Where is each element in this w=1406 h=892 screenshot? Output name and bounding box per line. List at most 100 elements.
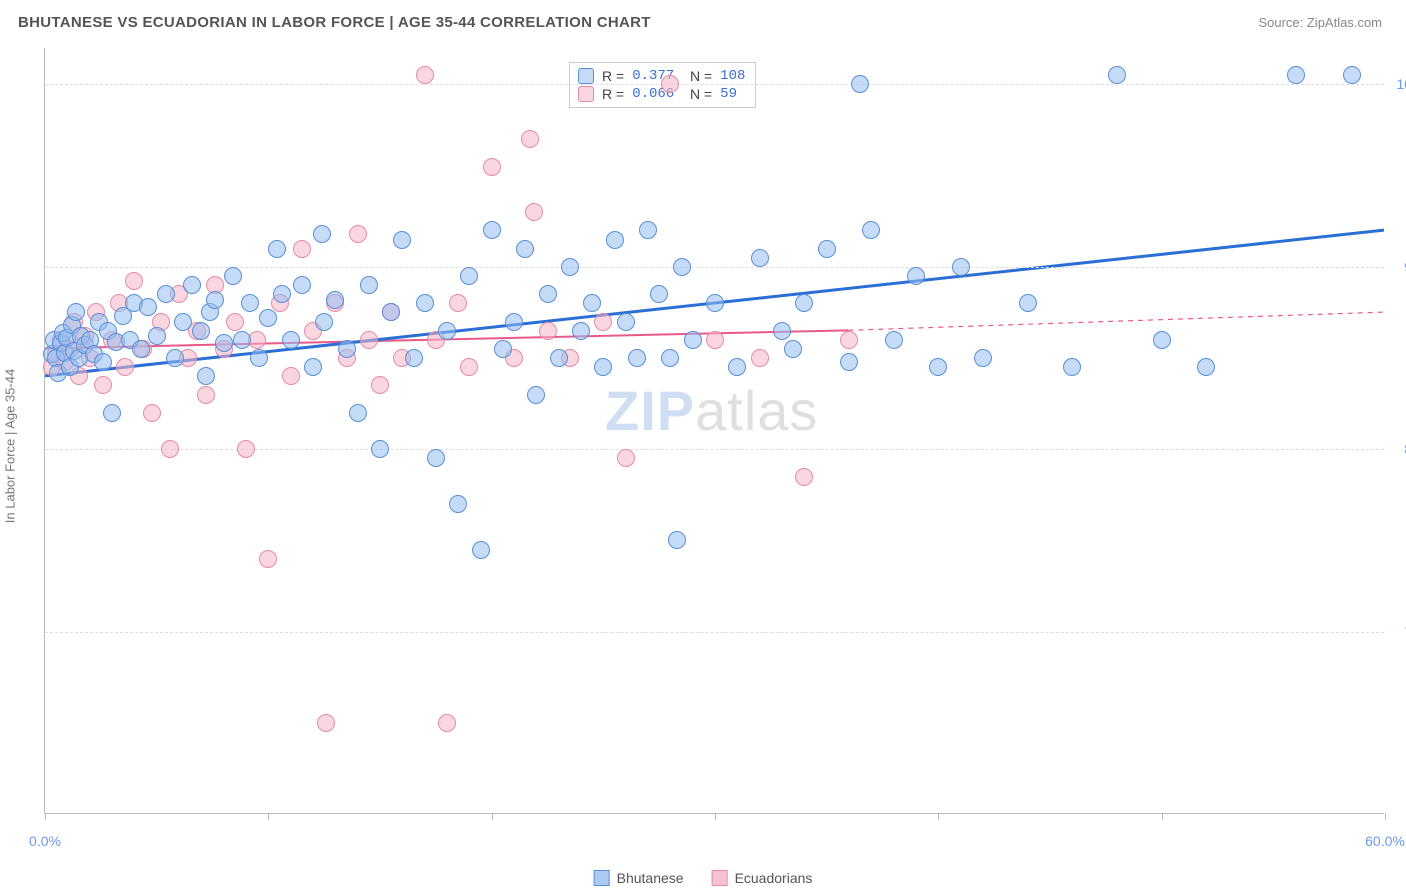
data-point [851, 75, 869, 93]
data-point [192, 322, 210, 340]
data-point [1287, 66, 1305, 84]
data-point [1108, 66, 1126, 84]
data-point [784, 340, 802, 358]
data-point [751, 349, 769, 367]
data-point [539, 285, 557, 303]
data-point [438, 714, 456, 732]
data-point [907, 267, 925, 285]
data-point [268, 240, 286, 258]
data-point [661, 75, 679, 93]
legend-swatch [712, 870, 728, 886]
data-point [706, 294, 724, 312]
data-point [125, 272, 143, 290]
data-point [594, 358, 612, 376]
data-point [1153, 331, 1171, 349]
data-point [304, 358, 322, 376]
data-point [416, 294, 434, 312]
data-point [728, 358, 746, 376]
data-point [349, 404, 367, 422]
watermark: ZIPatlas [605, 378, 818, 443]
data-point [224, 267, 242, 285]
data-point [241, 294, 259, 312]
data-point [371, 440, 389, 458]
legend-item: Ecuadorians [712, 870, 813, 886]
y-tick-label: 80.0% [1394, 441, 1406, 457]
data-point [226, 313, 244, 331]
data-point [974, 349, 992, 367]
data-point [360, 331, 378, 349]
data-point [416, 66, 434, 84]
data-point [885, 331, 903, 349]
data-point [472, 541, 490, 559]
gridline [45, 267, 1384, 268]
x-tick-label: 60.0% [1365, 833, 1405, 849]
data-point [67, 303, 85, 321]
data-point [438, 322, 456, 340]
data-point [1063, 358, 1081, 376]
x-tick [938, 813, 939, 820]
legend-label: Ecuadorians [735, 870, 813, 886]
data-point [237, 440, 255, 458]
data-point [583, 294, 601, 312]
data-point [132, 340, 150, 358]
data-point [516, 240, 534, 258]
data-point [606, 231, 624, 249]
legend-item: Bhutanese [594, 870, 684, 886]
data-point [259, 550, 277, 568]
chart-plot-area: ZIPatlas R = 0.377 N = 108R = 0.066 N = … [44, 48, 1384, 814]
data-point [103, 404, 121, 422]
data-point [840, 353, 858, 371]
data-point [282, 331, 300, 349]
data-point [315, 313, 333, 331]
data-point [460, 358, 478, 376]
data-point [706, 331, 724, 349]
data-point [483, 221, 501, 239]
data-point [143, 404, 161, 422]
data-point [673, 258, 691, 276]
data-point [206, 291, 224, 309]
data-point [1343, 66, 1361, 84]
data-point [248, 331, 266, 349]
data-point [183, 276, 201, 294]
chart-title: BHUTANESE VS ECUADORIAN IN LABOR FORCE |… [18, 14, 651, 31]
data-point [94, 376, 112, 394]
data-point [773, 322, 791, 340]
data-point [157, 285, 175, 303]
data-point [197, 367, 215, 385]
gridline [45, 84, 1384, 85]
data-point [795, 468, 813, 486]
data-point [628, 349, 646, 367]
y-axis-label: In Labor Force | Age 35-44 [3, 369, 18, 523]
data-point [313, 225, 331, 243]
data-point [273, 285, 291, 303]
source-attribution: Source: ZipAtlas.com [1258, 15, 1382, 30]
data-point [594, 313, 612, 331]
legend-label: Bhutanese [617, 870, 684, 886]
data-point [282, 367, 300, 385]
data-point [1019, 294, 1037, 312]
data-point [661, 349, 679, 367]
data-point [862, 221, 880, 239]
x-tick [492, 813, 493, 820]
x-tick [45, 813, 46, 820]
data-point [795, 294, 813, 312]
data-point [572, 322, 590, 340]
data-point [197, 386, 215, 404]
data-point [505, 313, 523, 331]
data-point [349, 225, 367, 243]
data-point [561, 258, 579, 276]
data-point [259, 309, 277, 327]
data-point [539, 322, 557, 340]
data-point [449, 294, 467, 312]
data-point [360, 276, 378, 294]
data-point [952, 258, 970, 276]
data-point [639, 221, 657, 239]
data-point [840, 331, 858, 349]
data-point [233, 331, 251, 349]
series-swatch [578, 68, 594, 84]
data-point [116, 358, 134, 376]
data-point [751, 249, 769, 267]
data-point [650, 285, 668, 303]
legend-swatch [594, 870, 610, 886]
gridline [45, 632, 1384, 633]
